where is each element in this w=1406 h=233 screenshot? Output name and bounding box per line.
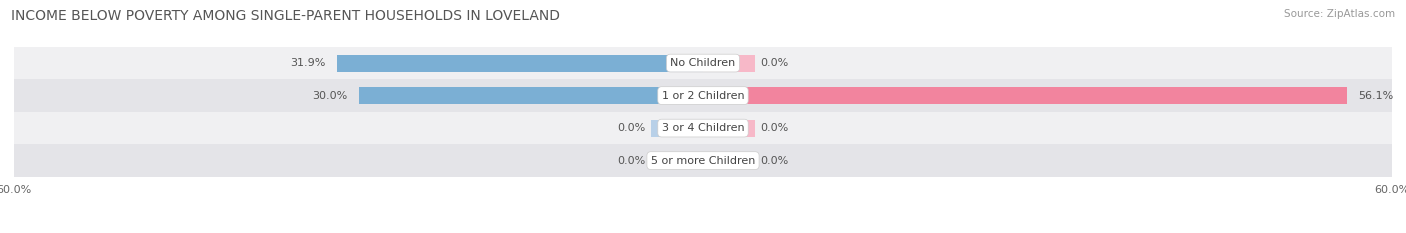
Bar <box>651 152 703 169</box>
Text: No Children: No Children <box>671 58 735 68</box>
Text: 56.1%: 56.1% <box>1358 91 1393 101</box>
Bar <box>14 79 1392 112</box>
Bar <box>14 47 1392 79</box>
Bar <box>336 55 703 72</box>
Bar <box>703 120 755 137</box>
Text: 0.0%: 0.0% <box>617 123 645 133</box>
Text: 3 or 4 Children: 3 or 4 Children <box>662 123 744 133</box>
Legend: Single Father, Single Mother: Single Father, Single Mother <box>600 230 806 233</box>
Text: 0.0%: 0.0% <box>761 58 789 68</box>
Text: 31.9%: 31.9% <box>290 58 325 68</box>
Text: 1 or 2 Children: 1 or 2 Children <box>662 91 744 101</box>
Text: 0.0%: 0.0% <box>761 123 789 133</box>
Text: INCOME BELOW POVERTY AMONG SINGLE-PARENT HOUSEHOLDS IN LOVELAND: INCOME BELOW POVERTY AMONG SINGLE-PARENT… <box>11 9 560 23</box>
Bar <box>703 152 755 169</box>
Text: 30.0%: 30.0% <box>312 91 347 101</box>
Text: 0.0%: 0.0% <box>761 156 789 166</box>
Bar <box>14 144 1392 177</box>
Bar <box>14 112 1392 144</box>
Bar <box>703 87 1347 104</box>
Bar <box>651 120 703 137</box>
Text: Source: ZipAtlas.com: Source: ZipAtlas.com <box>1284 9 1395 19</box>
Text: 5 or more Children: 5 or more Children <box>651 156 755 166</box>
Text: 0.0%: 0.0% <box>617 156 645 166</box>
Bar <box>703 55 755 72</box>
Bar <box>359 87 703 104</box>
